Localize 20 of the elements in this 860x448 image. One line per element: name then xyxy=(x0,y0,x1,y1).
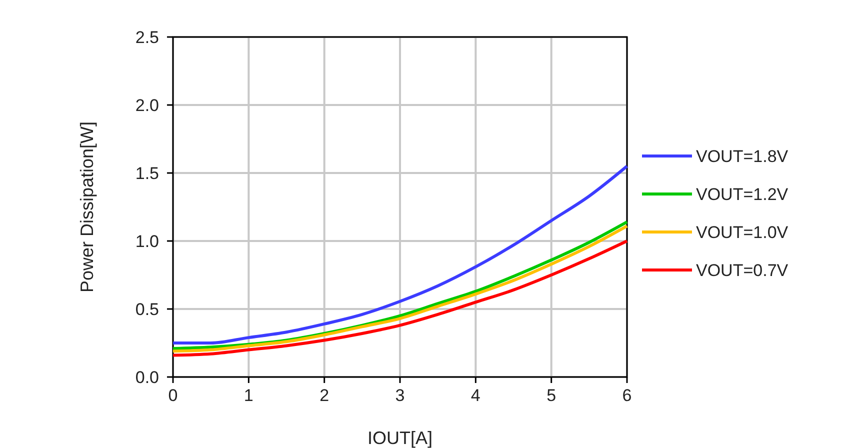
x-tick-label: 6 xyxy=(622,386,632,405)
x-axis-title: IOUT[A] xyxy=(367,428,433,448)
x-tick-label: 1 xyxy=(244,386,254,405)
y-tick-label: 0.5 xyxy=(135,300,159,319)
y-tick-label: 2.5 xyxy=(135,28,159,47)
x-tick-label: 0 xyxy=(168,386,178,405)
x-tick-label: 5 xyxy=(546,386,556,405)
x-tick-label: 4 xyxy=(470,386,480,405)
legend-label: VOUT=1.0V xyxy=(696,223,789,242)
y-tick-label: 2.0 xyxy=(135,96,159,115)
x-tick-label: 3 xyxy=(395,386,405,405)
y-tick-label: 1.5 xyxy=(135,164,159,183)
legend-label: VOUT=0.7V xyxy=(696,261,789,280)
y-tick-label: 0.0 xyxy=(135,368,159,387)
legend-label: VOUT=1.8V xyxy=(696,147,789,166)
y-axis-title: Power Dissipation[W] xyxy=(77,121,97,293)
line-series xyxy=(172,164,628,344)
y-tick-label: 1.0 xyxy=(135,232,159,251)
legend-label: VOUT=1.2V xyxy=(696,185,789,204)
x-tick-label: 2 xyxy=(320,386,330,405)
